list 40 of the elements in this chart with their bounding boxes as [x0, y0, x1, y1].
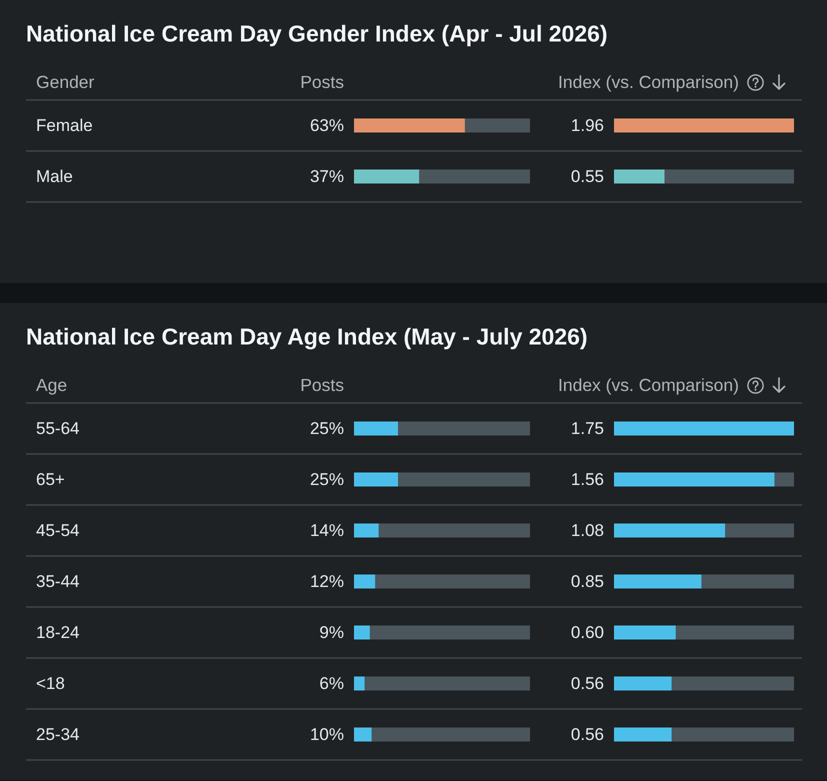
data-label: 10% [310, 725, 344, 744]
chart-title: National Ice Cream Day Gender Index (Apr - Jul 2026) [26, 20, 608, 46]
data-label: 1.08 [570, 521, 604, 540]
chart-title: National Ice Cream Day Age Index (May - July 2026) [26, 324, 588, 350]
x-axis-title: Posts [300, 72, 344, 92]
y-tick-label: 35-44 [36, 572, 80, 591]
data-label: 9% [319, 623, 344, 642]
bar [354, 728, 372, 742]
y-tick-label: Male [36, 167, 73, 186]
data-label: 6% [319, 674, 344, 693]
data-label: 0.85 [570, 572, 604, 591]
y-axis-title: Age [36, 375, 68, 395]
data-label: 1.56 [570, 470, 604, 489]
y-tick-label: 65+ [36, 470, 65, 489]
bar [354, 574, 376, 588]
bar [354, 626, 370, 640]
data-label: 0.56 [570, 725, 604, 744]
bar [354, 676, 365, 690]
y-tick-label: 25-34 [36, 725, 80, 744]
x-axis-title: Index (vs. Comparison) [558, 72, 739, 92]
y-axis-title: Gender [36, 72, 95, 92]
y-tick-label: 18-24 [36, 623, 80, 642]
data-label: 0.55 [570, 167, 604, 186]
data-label: 63% [310, 116, 344, 135]
x-axis-title: Posts [300, 375, 344, 395]
x-axis-title: Index (vs. Comparison) [558, 375, 739, 395]
bar [354, 524, 379, 538]
y-tick-label: Female [36, 116, 93, 135]
y-tick-label: 55-64 [36, 419, 80, 438]
data-label: 1.96 [570, 116, 604, 135]
data-label: 0.60 [570, 623, 604, 642]
data-label: 25% [310, 470, 344, 489]
data-label: 14% [310, 521, 344, 540]
y-tick-label: 45-54 [36, 521, 80, 540]
data-label: 37% [310, 167, 344, 186]
data-label: 0.56 [570, 674, 604, 693]
data-label: 25% [310, 419, 344, 438]
data-label: 12% [310, 572, 344, 591]
data-label: 1.75 [570, 419, 604, 438]
y-tick-label: <18 [36, 674, 65, 693]
